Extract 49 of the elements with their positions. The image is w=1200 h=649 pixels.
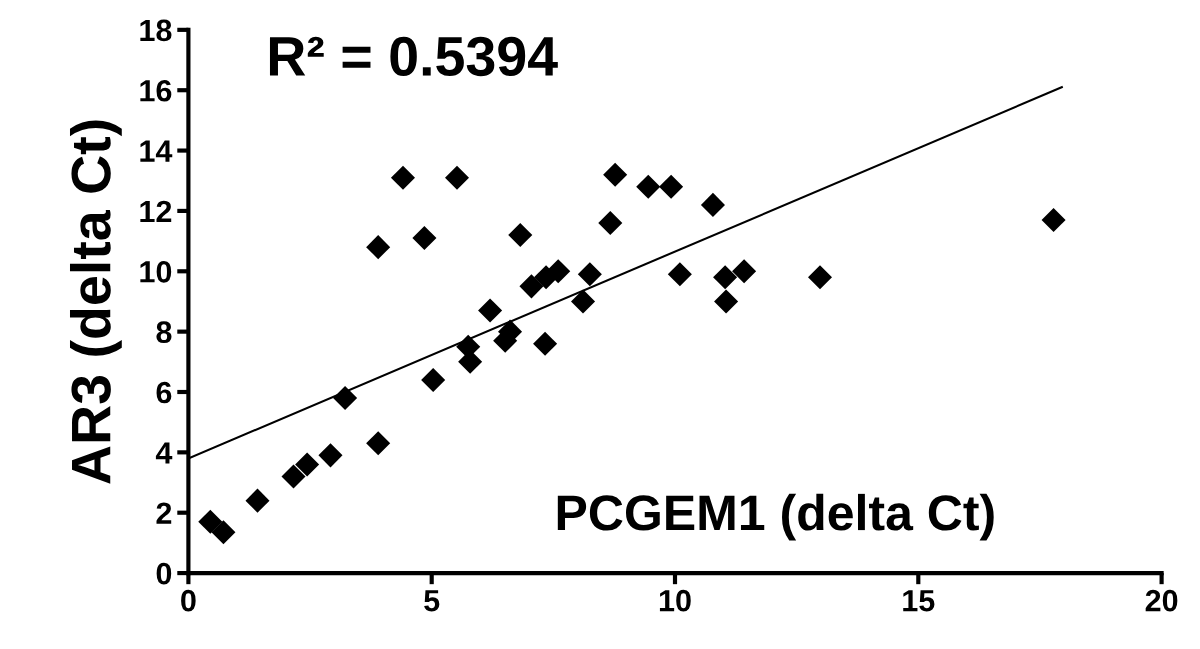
point — [636, 174, 661, 199]
point — [281, 464, 306, 489]
point — [700, 192, 725, 217]
point — [534, 265, 559, 290]
point — [421, 367, 446, 392]
y-tick-label: 10 — [140, 261, 172, 283]
point — [603, 162, 628, 187]
point — [366, 431, 391, 456]
point — [659, 174, 684, 199]
point — [519, 274, 544, 299]
point — [667, 262, 692, 287]
point — [1041, 207, 1066, 233]
point — [245, 488, 270, 513]
point — [571, 289, 596, 314]
point — [577, 262, 602, 287]
y-tick-label: 16 — [140, 79, 172, 102]
point — [198, 509, 223, 534]
point — [807, 265, 833, 290]
point — [713, 265, 738, 290]
point — [533, 331, 558, 356]
point — [366, 235, 391, 260]
y-axis-title: AR3 (delta Ct) — [69, 120, 122, 484]
point — [714, 289, 739, 314]
point — [295, 452, 320, 477]
y-tick-label: 4 — [155, 442, 173, 464]
x-axis-title: PCGEM1 (delta Ct) — [557, 493, 994, 541]
y-tick-label: 18 — [140, 19, 172, 42]
y-tick-label: 0 — [156, 562, 172, 585]
y-tick-label: 2 — [156, 502, 172, 524]
point — [732, 259, 757, 284]
point — [318, 443, 343, 468]
point — [478, 298, 503, 323]
annotation: R² = 0.5394 — [269, 36, 558, 77]
y-tick-label: 12 — [140, 200, 172, 222]
y-tick-label: 14 — [140, 140, 173, 162]
point — [390, 165, 416, 190]
point — [211, 520, 236, 545]
x-tick-label: 20 — [1145, 589, 1178, 612]
point — [598, 210, 623, 236]
x-tick-label: 0 — [181, 589, 196, 612]
point — [444, 165, 470, 190]
point — [508, 223, 533, 248]
point — [333, 386, 358, 411]
point — [412, 226, 437, 251]
x-tick-label: 15 — [903, 590, 935, 612]
x-tick-label: 5 — [424, 590, 440, 612]
y-tick-label: 8 — [156, 321, 172, 344]
y-tick-label: 6 — [156, 381, 172, 404]
x-tick-label: 10 — [659, 589, 691, 612]
